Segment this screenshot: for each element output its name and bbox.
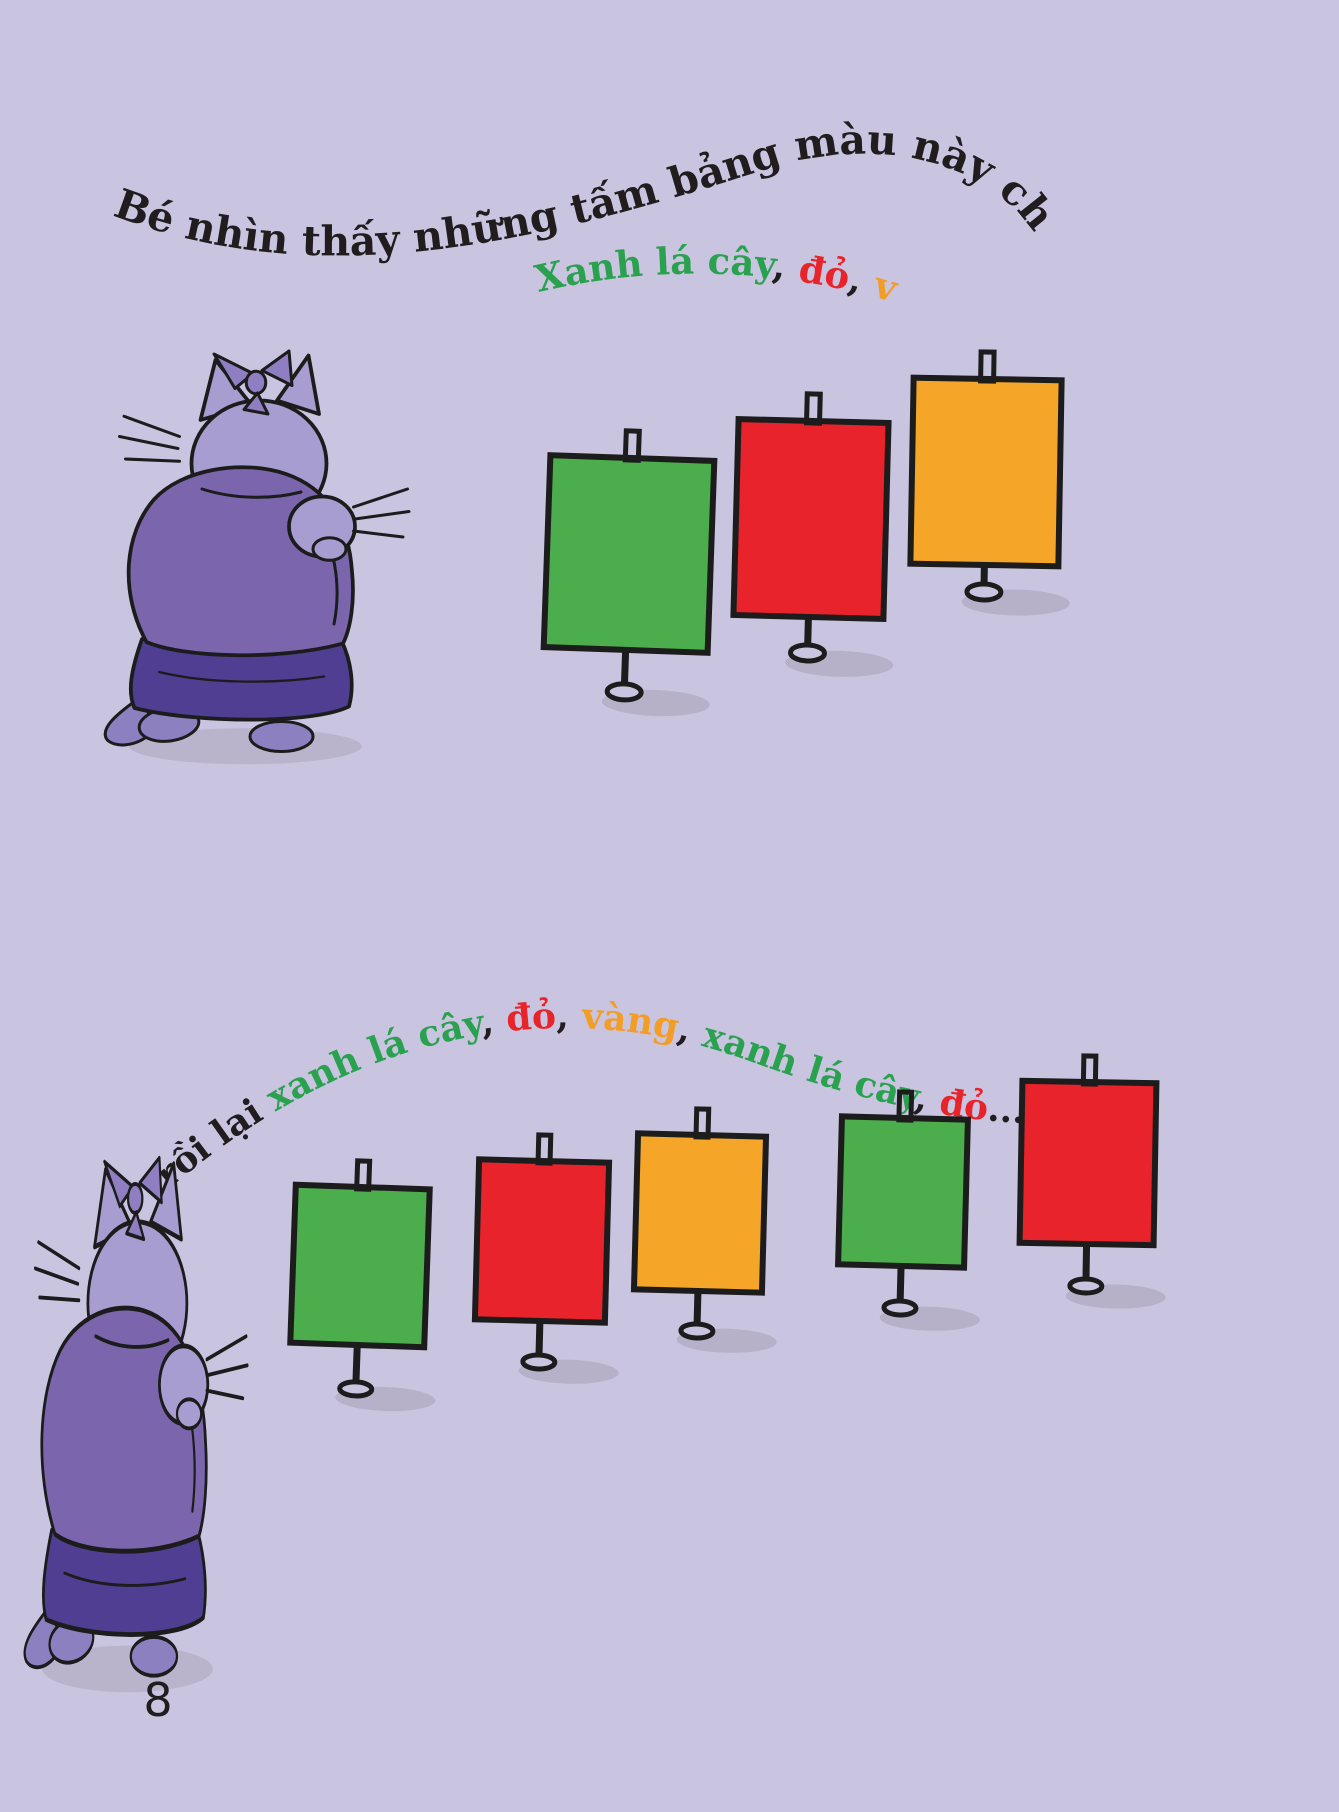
question-arc-text: Bé nhìn thấy những tấm bảng màu này chứ? [0, 0, 1075, 266]
sign-foot [1067, 1276, 1105, 1296]
sign-foot [787, 642, 827, 664]
sign-board [287, 1181, 433, 1351]
sign-foot [337, 1379, 375, 1399]
sign-bottom-red-1 [471, 1132, 619, 1384]
sign-clip [535, 1132, 554, 1166]
sign-top-green [540, 428, 718, 717]
sequence-green-label-1: xanh lá cây [259, 1001, 488, 1119]
sign-board [1016, 1077, 1160, 1249]
sign-clip [693, 1106, 712, 1140]
sign-foot [604, 681, 644, 703]
sign-foot [881, 1298, 919, 1318]
sign-bottom-green-2 [835, 1089, 980, 1331]
sequence-orange-label: vàng [580, 995, 682, 1048]
answer-green-label: Xanh lá cây [531, 238, 780, 300]
sign-foot [964, 581, 1004, 603]
sign-bottom-red-2 [1016, 1053, 1166, 1309]
sign-clip [1080, 1053, 1099, 1087]
sign-clip [978, 349, 997, 384]
sign-foot [520, 1352, 558, 1372]
sign-bottom-green-1 [287, 1158, 436, 1412]
sign-board [630, 1130, 770, 1296]
sign-clip [354, 1158, 373, 1192]
sequence-green-label-2: xanh lá cây [698, 1014, 925, 1119]
page-number: 8 [143, 1673, 172, 1727]
sign-top-red [730, 391, 894, 677]
answer-red-label: đỏ [796, 246, 854, 299]
cat-character-top [103, 349, 411, 767]
sign-board [540, 452, 718, 656]
sign-top-orange [907, 349, 1070, 616]
sign-foot [678, 1321, 716, 1341]
sign-board [730, 415, 892, 623]
sign-board [907, 374, 1065, 570]
sign-clip [896, 1089, 915, 1123]
sign-clip [803, 391, 823, 426]
cat-character-bottom [25, 1158, 248, 1692]
sign-board [835, 1113, 971, 1271]
sequence-red-label-1: đỏ [504, 995, 556, 1040]
sign-clip [622, 428, 642, 463]
sign-board [471, 1156, 613, 1326]
sign-bottom-orange [630, 1106, 777, 1353]
